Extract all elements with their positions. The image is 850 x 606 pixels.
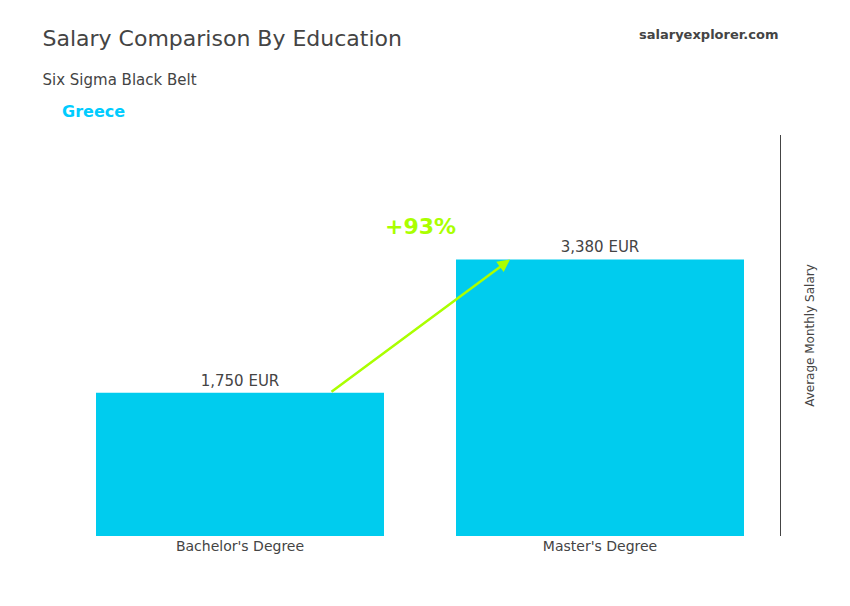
svg-text:Greece: Greece [62, 102, 125, 121]
svg-text:Bachelor's Degree: Bachelor's Degree [176, 538, 304, 554]
svg-text:3,380 EUR: 3,380 EUR [561, 238, 640, 256]
svg-text:salaryexplorer.com: salaryexplorer.com [639, 27, 778, 42]
svg-text:1,750 EUR: 1,750 EUR [201, 372, 280, 390]
svg-text:+93%: +93% [385, 214, 456, 239]
svg-text:Master's Degree: Master's Degree [543, 538, 657, 554]
svg-text:Six Sigma Black Belt: Six Sigma Black Belt [43, 71, 197, 89]
svg-text:Average Monthly Salary: Average Monthly Salary [803, 264, 817, 407]
svg-text:Salary Comparison By Education: Salary Comparison By Education [43, 26, 402, 51]
